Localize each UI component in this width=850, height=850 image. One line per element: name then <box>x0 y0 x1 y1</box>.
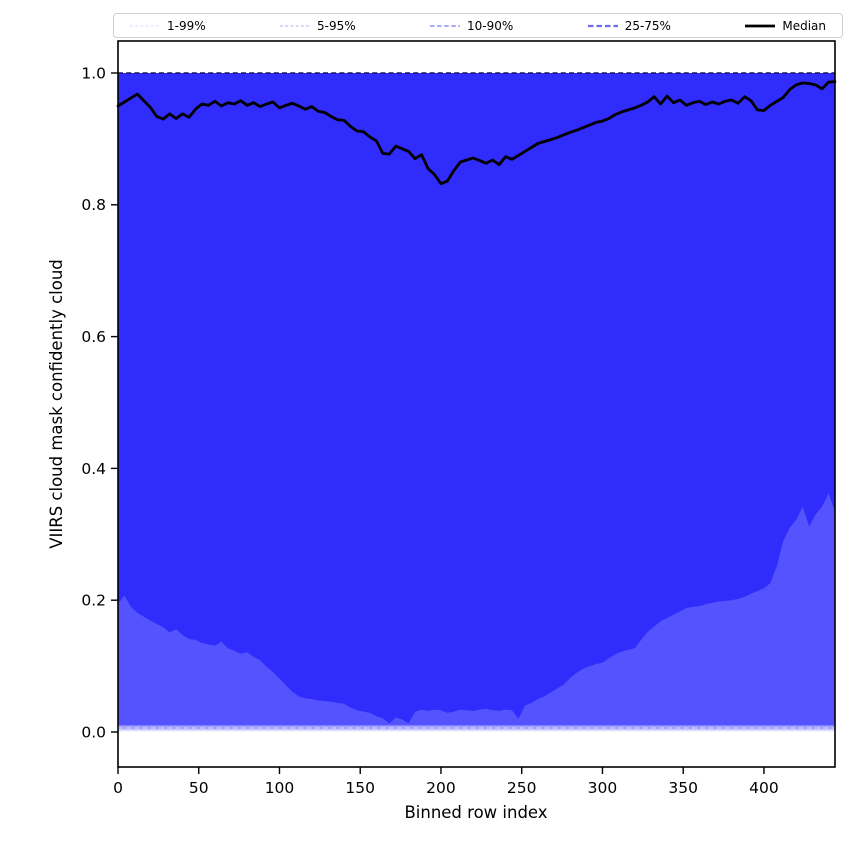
chart-legend: 1-99% 5-95% 10-90% 25-75% Median <box>113 13 843 38</box>
legend-item-25-75-: 25-75% <box>587 18 671 33</box>
legend-item-5-95-: 5-95% <box>280 20 356 32</box>
y-tick-label: 0.4 <box>81 460 106 478</box>
x-tick-label: 350 <box>668 779 698 797</box>
legend-label: Median <box>782 18 826 33</box>
y-tick-label: 0.0 <box>81 723 106 741</box>
band-fill-3 <box>118 73 835 724</box>
x-tick-label: 50 <box>189 779 209 797</box>
x-tick-label: 0 <box>113 779 123 797</box>
median-line <box>116 80 837 186</box>
legend-line-sample-icon <box>430 24 461 27</box>
legend-line-sample-icon <box>130 24 160 27</box>
legend-label: 10-90% <box>467 18 514 33</box>
legend-line-sample-icon <box>280 24 311 27</box>
y-tick-label: 0.2 <box>81 592 106 610</box>
legend-line-sample-icon <box>745 24 776 27</box>
percentile-fills <box>118 73 835 732</box>
x-tick-label: 250 <box>507 779 537 797</box>
reference-lines <box>118 72 835 729</box>
legend-label: 1-99% <box>167 18 206 33</box>
y-tick-label: 0.6 <box>81 328 106 346</box>
y-axis-label: VIIRS cloud mask confidently cloud <box>47 259 66 549</box>
x-tick-label: 300 <box>588 779 618 797</box>
x-tick-label: 200 <box>426 779 456 797</box>
legend-line-sample-icon <box>587 24 618 27</box>
axes-frame <box>117 40 836 768</box>
x-tick-label: 150 <box>345 779 375 797</box>
axis-ticks: 0.0 0.2 0.4 0.6 0.8 1.0 0 50 100 150 200 250 300 350 4… <box>81 64 778 797</box>
y-tick-label: 1.0 <box>81 64 106 82</box>
legend-label: 5-95% <box>317 18 356 33</box>
x-tick-label: 100 <box>265 779 295 797</box>
legend-label: 25-75% <box>624 18 671 33</box>
x-axis-label: Binned row index <box>404 803 547 822</box>
x-tick-label: 400 <box>749 779 779 797</box>
legend-item-10-90-: 10-90% <box>430 20 513 32</box>
legend-item-1-99-: 1-99% <box>130 20 206 32</box>
y-tick-label: 0.8 <box>81 196 106 214</box>
legend-item-median: Median <box>745 20 826 32</box>
